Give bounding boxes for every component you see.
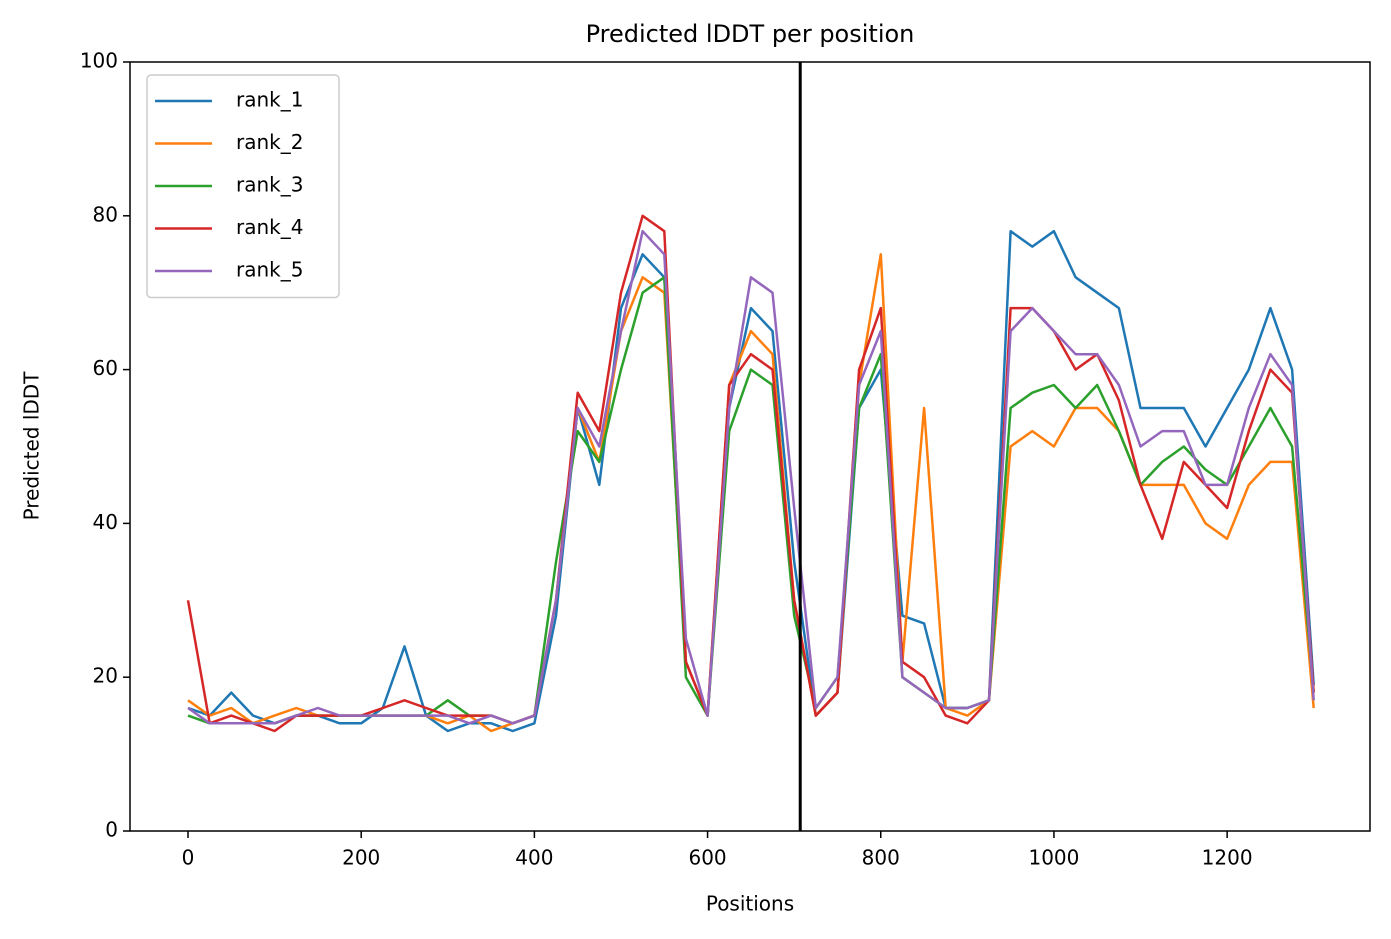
y-tick-label: 0 [105, 818, 118, 842]
x-tick-label: 400 [515, 846, 553, 870]
y-tick-label: 60 [93, 356, 118, 380]
legend-label: rank_3 [236, 173, 303, 197]
y-tick-label: 40 [93, 510, 118, 534]
x-tick-label: 200 [342, 846, 380, 870]
legend-label: rank_1 [236, 88, 303, 112]
y-tick-label: 100 [80, 49, 118, 73]
x-tick-label: 600 [688, 846, 726, 870]
legend-label: rank_2 [236, 130, 303, 154]
x-tick-label: 800 [862, 846, 900, 870]
y-axis-label: Predicted lDDT [20, 371, 44, 521]
legend-label: rank_4 [236, 215, 303, 239]
x-tick-label: 1000 [1028, 846, 1079, 870]
chart-title: Predicted lDDT per position [586, 20, 915, 48]
plot-frame [129, 61, 1371, 832]
x-tick-label: 1200 [1202, 846, 1253, 870]
x-axis-label: Positions [706, 892, 794, 916]
y-tick-label: 20 [93, 664, 118, 688]
series-line [187, 229, 1315, 733]
series-line [187, 229, 1315, 725]
legend-box [146, 74, 340, 299]
series-line [186, 214, 1315, 733]
x-tick-label: 0 [182, 846, 195, 870]
legend-label: rank_5 [236, 258, 303, 282]
series-line [187, 276, 1315, 725]
y-tick-label: 80 [93, 202, 118, 226]
